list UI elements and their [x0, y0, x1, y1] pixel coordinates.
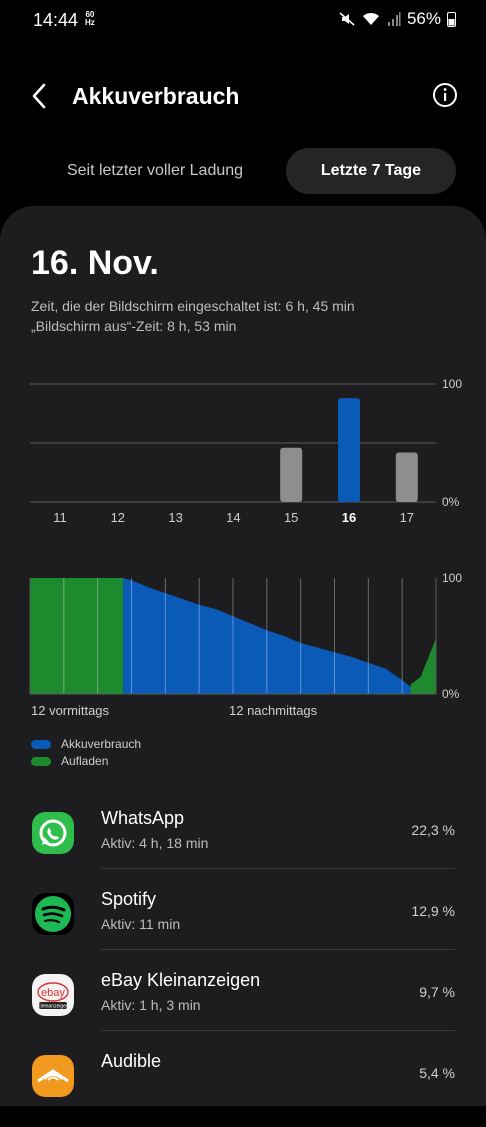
bar-15	[280, 447, 303, 502]
app-row-audible[interactable]: Audible 5,4 %	[0, 1047, 486, 1127]
status-bar: 14:44 60 Hz 56%	[0, 0, 486, 40]
battery-percent: 56%	[406, 9, 441, 28]
signal-icon	[387, 12, 401, 26]
battery-icon	[447, 12, 456, 27]
bar-16	[338, 398, 360, 502]
battery-level-chart: 100 0%	[29, 571, 462, 698]
x-label-afternoon: 12 nachmittags	[229, 703, 318, 718]
app-name: Audible	[101, 1051, 162, 1071]
x-label-morning: 12 vormittags	[31, 703, 110, 718]
ebay-kleinanzeigen-icon: ebay Kleinanzeigen	[32, 974, 74, 1016]
usage-card: 16. Nov. Zeit, die der Bildschirm einges…	[0, 206, 486, 1106]
charging-area-end	[410, 638, 436, 694]
bar-xtick-label: 17	[400, 510, 414, 522]
screen-on-time: Zeit, die der Bildschirm eingeschaltet i…	[31, 298, 355, 314]
app-active-time: Aktiv: 4 h, 18 min	[101, 835, 209, 851]
bar-17	[395, 452, 418, 502]
whatsapp-icon	[32, 812, 74, 854]
bar-xtick-label: 13	[168, 510, 182, 522]
app-bar: Akkuverbrauch	[0, 75, 486, 119]
bar-xtick-label: 11	[53, 510, 67, 522]
app-row-ebay-kleinanzeigen[interactable]: ebay Kleinanzeigen eBay Kleinanzeigen Akt…	[0, 966, 486, 1046]
daily-usage-bar-chart[interactable]: 100 0% 11 12 13 14 15 16 17	[0, 372, 486, 522]
legend-charging: Aufladen	[31, 754, 108, 768]
back-arrow-icon[interactable]	[28, 81, 52, 111]
period-tabs: Seit letzter voller Ladung Letzte 7 Tage	[30, 148, 456, 194]
legend-battery-usage: Akkuverbrauch	[31, 737, 141, 751]
app-name: WhatsApp	[101, 808, 185, 828]
tab-since-last-full-charge[interactable]: Seit letzter voller Ladung	[66, 162, 244, 179]
audible-icon	[32, 1055, 74, 1097]
bar-xtick-label: 16	[342, 510, 356, 522]
app-percent: 9,7 %	[419, 984, 455, 1000]
app-row-whatsapp[interactable]: WhatsApp Aktiv: 4 h, 18 min 22,3 %	[0, 804, 486, 884]
app-active-time: Aktiv: 11 min	[101, 916, 181, 932]
divider	[101, 949, 455, 950]
battery-usage-area	[123, 578, 421, 694]
tab-last-7-days[interactable]: Letzte 7 Tage	[286, 148, 456, 194]
area-ytick-label: 100	[442, 571, 462, 585]
charging-area	[30, 578, 124, 694]
bar-xtick-label: 12	[111, 510, 125, 522]
screen-off-time: „Bildschirm aus“-Zeit: 8 h, 53 min	[31, 318, 237, 334]
divider	[101, 868, 455, 869]
bar-xtick-label: 15	[284, 510, 298, 522]
app-active-time: Aktiv: 1 h, 3 min	[101, 997, 201, 1013]
wifi-icon	[362, 12, 379, 25]
svg-text:Kleinanzeigen: Kleinanzeigen	[37, 1004, 69, 1010]
refresh-rate-indicator: 60 Hz	[85, 10, 95, 27]
selected-date: 16. Nov.	[31, 244, 159, 282]
status-time: 14:44	[33, 10, 79, 30]
svg-text:ebay: ebay	[41, 987, 65, 999]
bar-xtick-label: 14	[226, 510, 240, 522]
app-name: eBay Kleinanzeigen	[101, 970, 261, 990]
app-percent: 5,4 %	[419, 1065, 455, 1081]
mute-icon	[339, 12, 355, 26]
app-name: Spotify	[101, 889, 157, 909]
app-row-spotify[interactable]: Spotify Aktiv: 11 min 12,9 %	[0, 885, 486, 965]
divider	[101, 1030, 455, 1031]
info-icon[interactable]	[432, 82, 458, 108]
spotify-icon	[32, 893, 74, 935]
page-title: Akkuverbrauch	[72, 83, 240, 109]
area-ytick-label: 0%	[442, 687, 460, 698]
app-percent: 12,9 %	[411, 903, 455, 919]
app-percent: 22,3 %	[411, 822, 455, 838]
bar-ytick-label: 0%	[442, 495, 460, 509]
bar-ytick-label: 100	[442, 377, 462, 391]
